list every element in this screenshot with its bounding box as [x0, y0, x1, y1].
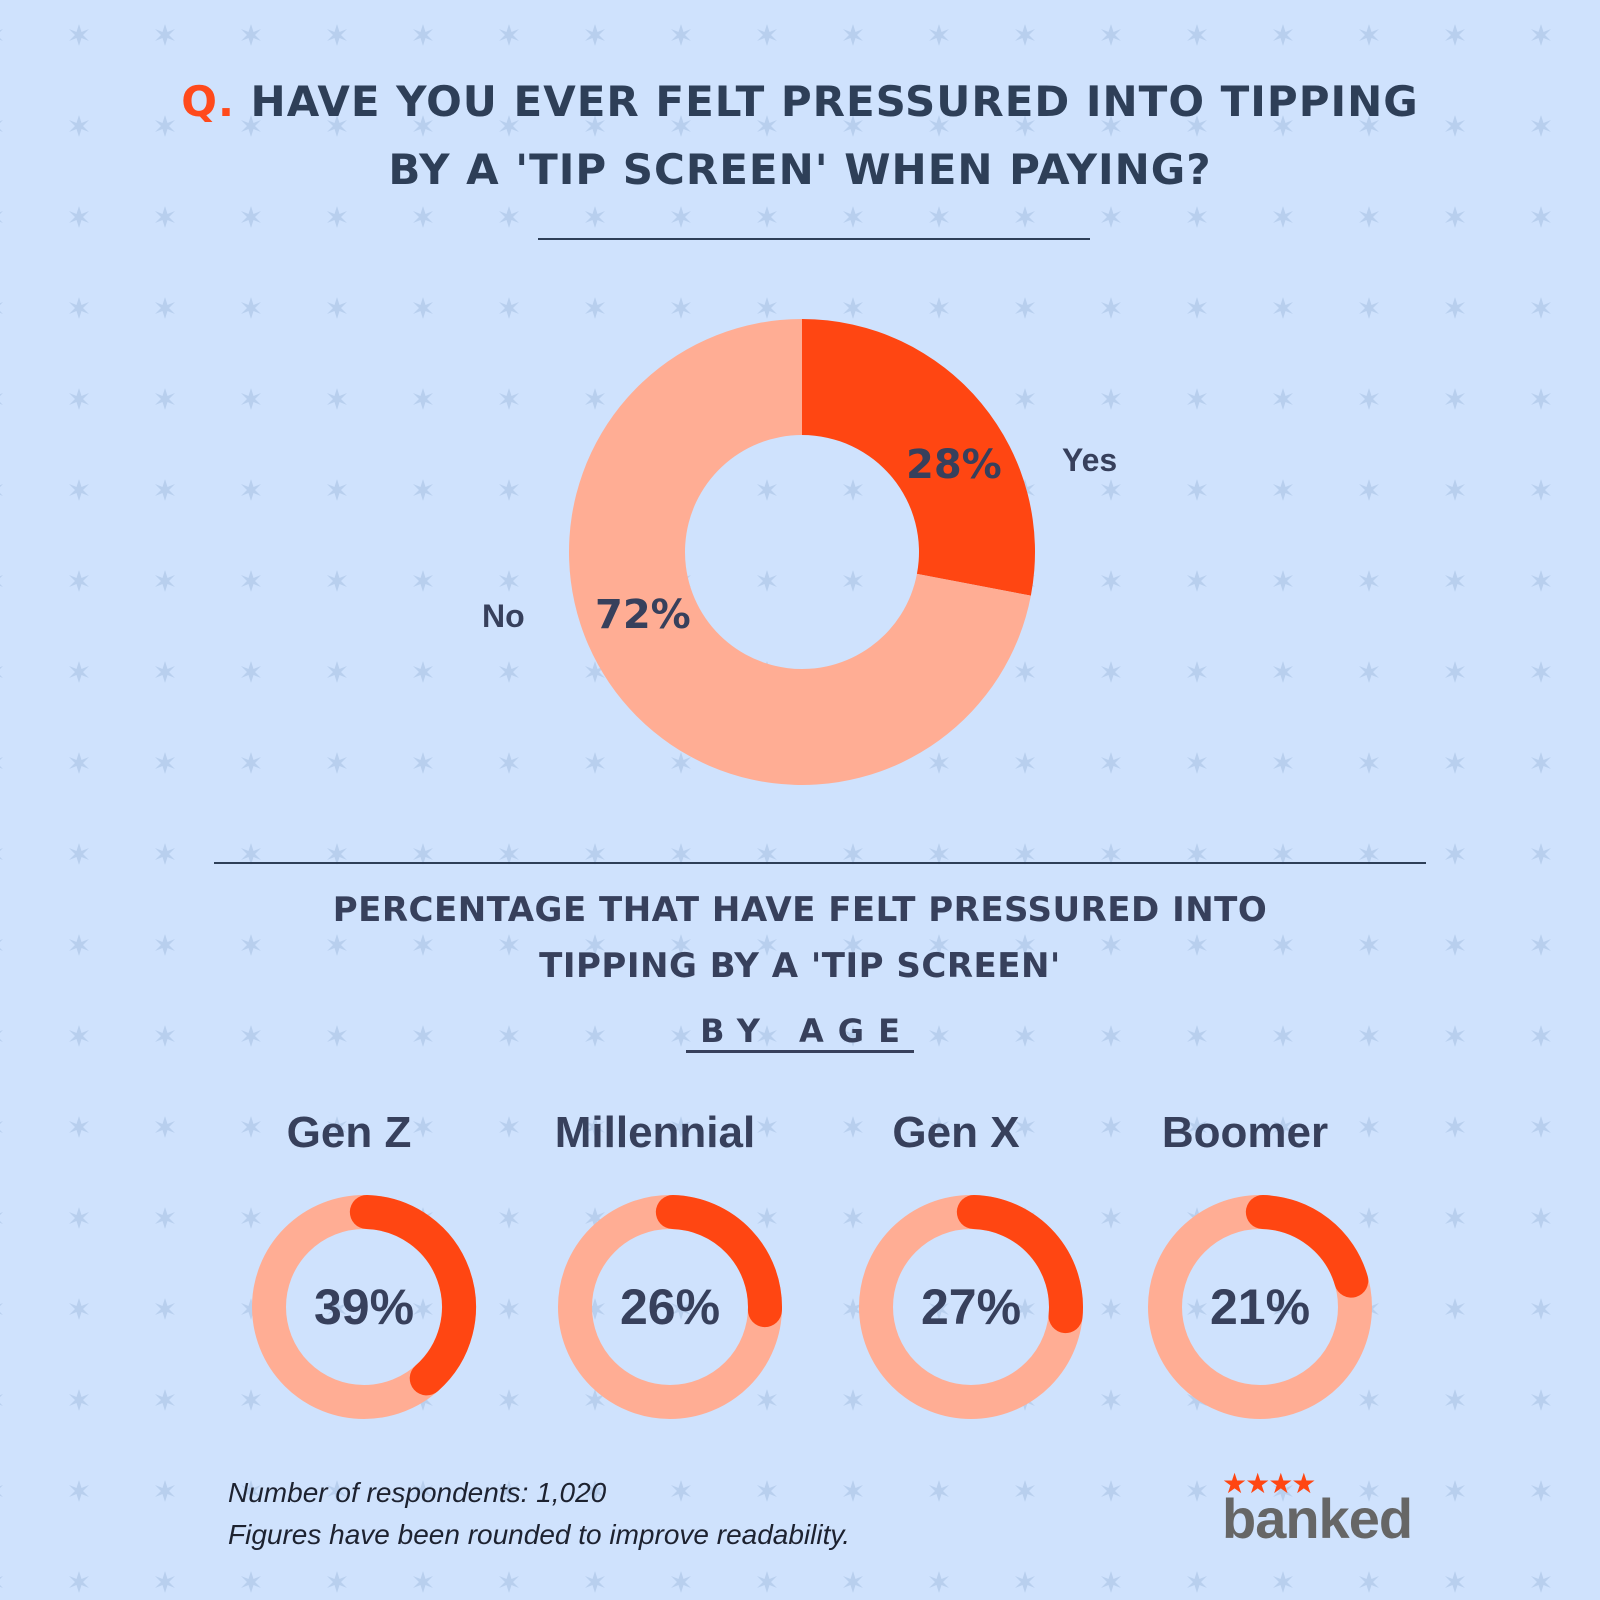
gauge-value-arc [956, 1195, 1083, 1334]
no-percent-label: 72% [595, 592, 691, 638]
age-section-title: PERCENTAGE THAT HAVE FELT PRESSURED INTO… [332, 890, 1268, 986]
title-divider [538, 238, 1090, 240]
generation-percent: 27% [920, 1279, 1022, 1335]
gauge-value-arc [1245, 1195, 1369, 1298]
respondents-note: Number of respondents: 1,020 [228, 1477, 607, 1508]
footer-notes: Number of respondents: 1,020 Figures hav… [228, 1472, 850, 1556]
generation-percent: 39% [313, 1279, 415, 1335]
yes-legend-label: Yes [1062, 442, 1118, 478]
logo-name: banked [1222, 1487, 1413, 1550]
by-age-text: BY AGE [686, 1012, 914, 1053]
question-title: Q. HAVE YOU EVER FELT PRESSURED INTO TIP… [0, 68, 1600, 204]
by-age-subtitle: BY AGE [0, 1012, 1600, 1053]
main-donut-chart [569, 319, 1035, 785]
gauge-value-arc [655, 1195, 782, 1328]
rounding-note: Figures have been rounded to improve rea… [228, 1519, 851, 1550]
q-prefix: Q. [181, 77, 235, 126]
generation-label: Boomer [1161, 1108, 1329, 1157]
section-divider [214, 862, 1426, 864]
generation-percent: 21% [1209, 1279, 1311, 1335]
generation-label: Millennial [554, 1108, 756, 1157]
donut-slice-yes [802, 319, 1035, 596]
rating-stars-icon: ★★★★ [1222, 1467, 1316, 1500]
banked-logo: ★★★★ banked [1222, 1467, 1422, 1550]
age-gauges [252, 1195, 1372, 1419]
gauge-value-arc [349, 1195, 476, 1396]
generation-percent: 26% [619, 1279, 721, 1335]
title-line-2: BY A 'TIP SCREEN' WHEN PAYING? [388, 145, 1212, 194]
generation-label: Gen Z [286, 1108, 412, 1157]
generation-label: Gen X [892, 1108, 1020, 1157]
title-line-1: HAVE YOU EVER FELT PRESSURED INTO TIPPIN… [234, 77, 1419, 126]
donut-slice-no [569, 319, 1031, 785]
no-legend-label: No [482, 598, 525, 634]
yes-percent-label: 28% [906, 442, 1002, 488]
